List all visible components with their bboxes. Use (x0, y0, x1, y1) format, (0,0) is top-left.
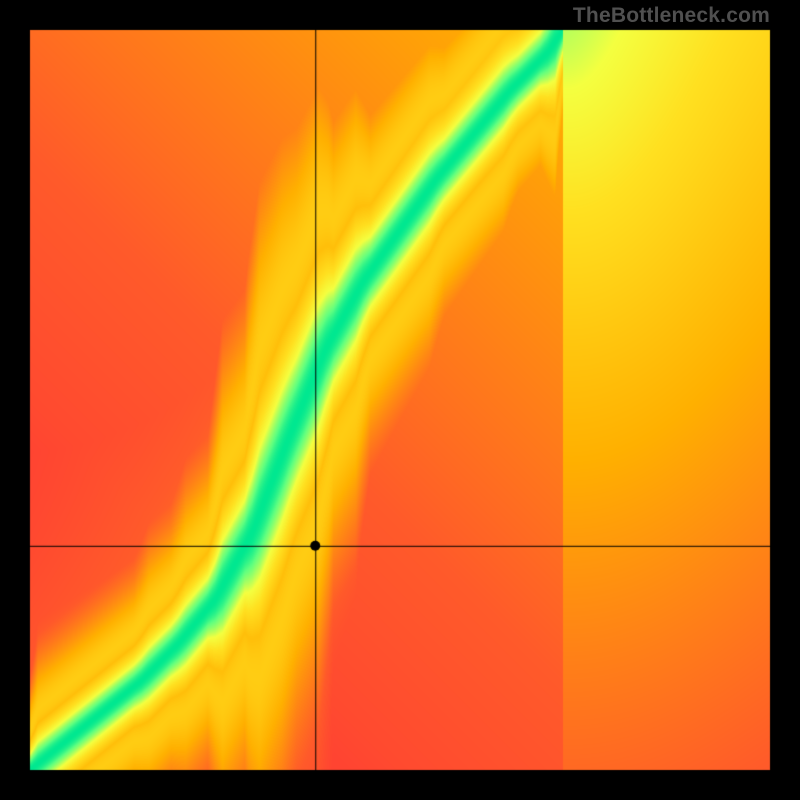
chart-container: { "watermark": "TheBottleneck.com", "cha… (0, 0, 800, 800)
heatmap-canvas (0, 0, 800, 800)
watermark-text: TheBottleneck.com (573, 4, 770, 28)
